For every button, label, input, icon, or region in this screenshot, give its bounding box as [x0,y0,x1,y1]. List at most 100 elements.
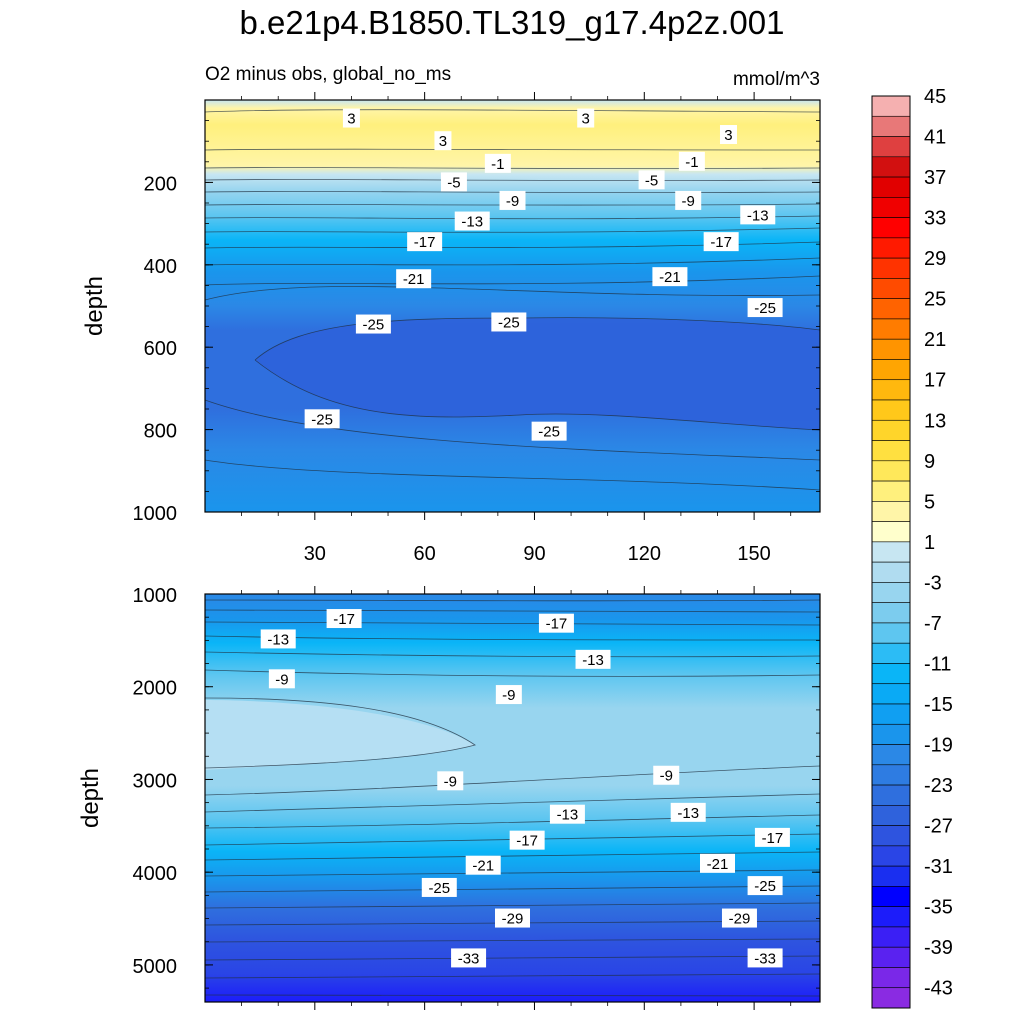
contour-label: -29 [495,908,530,928]
upper-panel: 200 400 600 800 1000 30 60 90 120 150 3 3 3 3 -1 -1 -5 -… [81,92,821,565]
contour-label-box [549,804,585,824]
contour-label: -13 [740,205,776,225]
lower-contour-labels: -17 -17 -13 -13 -9 -9 -9 -9 -13 -13 -17 -17 -21 -21 -2… [260,609,790,968]
y-tick-label: 400 [144,256,177,278]
upper-minimum-region [255,317,820,430]
contour-label: -25 [355,314,391,334]
contour-label: -21 [465,855,501,875]
colorbar-cell [871,156,911,178]
x-tick-label: 150 [737,543,770,565]
colorbar-cell [871,115,911,137]
x-tick-label: 60 [414,543,436,565]
colorbar-label: 41 [924,127,946,149]
contour-label: -29 [721,908,757,928]
contour-label-box [342,108,360,128]
x-tick-label: 90 [523,543,545,565]
contour-label-box [454,211,490,231]
contour-label-box [355,314,391,334]
contour-label-box [326,609,362,629]
contour-label-text: -25 [498,314,520,331]
contour-label-text: -5 [645,172,658,189]
contour-label: 3 [577,108,595,128]
contour-label: -17 [509,830,545,850]
colorbar-label: -43 [924,978,953,1000]
colorbar-cell [871,561,911,583]
contour-label-text: -9 [660,768,673,785]
contour-label-box [719,125,737,145]
units-label: mmol/m^3 [733,69,820,90]
contour-label-text: -17 [710,234,732,251]
colorbar-cell [871,784,911,806]
colorbar-label: 13 [924,410,946,432]
colorbar-cell [871,663,911,685]
contour-label-box [499,190,526,210]
contour-label: -9 [437,771,464,791]
contour-label-text: -21 [472,858,494,875]
colorbar-cell [871,298,911,320]
contour-label: 3 [719,125,737,145]
contour-label: 3 [342,108,360,128]
contour-label-text: -33 [458,950,480,967]
contour-label-box [747,876,783,896]
upper-ylabel: depth [81,276,108,336]
contour-label-text: -13 [747,207,769,224]
contour-label-text: -13 [267,631,289,648]
contour-label: -33 [747,948,783,968]
contour-label-box [495,908,530,928]
contour-label-box [652,267,688,287]
contour-label-box [575,649,611,669]
contour-label-text: -9 [506,193,519,210]
colorbar-label: 45 [924,86,946,108]
colorbar-label: -35 [924,897,953,919]
contour-label: -9 [268,669,295,689]
contour-label-text: -17 [516,833,538,850]
contour-label: -1 [678,151,705,171]
contour-label: -17 [703,232,739,252]
colorbar-cell [871,744,911,766]
contour-label: -9 [675,190,702,210]
contour-label-box [653,765,680,785]
colorbar-cell [871,845,911,867]
colorbar-cell [871,501,911,522]
colorbar-cell [871,602,911,624]
colorbar-cell [871,440,911,462]
contour-label: -13 [670,802,706,822]
contour-label-text: -21 [403,271,425,288]
contour-label-text: -25 [538,424,560,441]
contour-label-box [740,205,776,225]
colorbar: 45 41 37 33 29 25 21 17 13 9 5 1 -3 -7 -11 -15 -19 -23 -27… [871,86,953,1009]
colorbar-cell [871,642,911,664]
contour-label-text: -21 [659,269,681,286]
colorbar-cell [871,237,911,259]
contour-label: 3 [434,131,452,151]
upper-contour-labels: 3 3 3 3 -1 -1 -5 -5 -9 -9 -13 -13 -17 -17 -21 -21 -25 -25… [304,108,783,441]
contour-label-text: -9 [682,193,695,210]
contour-label-box [721,908,757,928]
contour-label-box [754,827,790,847]
colorbar-cell [871,278,911,299]
contour-label-text: -9 [275,671,288,688]
contour-label-box [700,853,735,873]
contour-label: -21 [396,269,432,289]
colorbar-cell [871,480,911,502]
contour-label-text: -25 [754,878,776,895]
contour-label-box [484,153,511,173]
contour-label-box [638,170,665,190]
colorbar-cell [871,338,911,360]
colorbar-cell [871,906,911,928]
contour-label-box [465,855,501,875]
colorbar-cell [871,723,911,745]
colorbar-cell [871,946,911,968]
colorbar-cell [871,764,911,786]
colorbar-label: 33 [924,208,946,230]
y-tick-label: 5000 [133,956,178,978]
colorbar-cell [871,521,911,543]
lower-plot-frame [204,593,821,1003]
colorbar-cell [871,582,911,603]
contour-label-box [434,131,452,151]
contour-label: -33 [451,948,487,968]
contour-label-text: -5 [447,174,460,191]
colorbar-cell [871,136,911,158]
